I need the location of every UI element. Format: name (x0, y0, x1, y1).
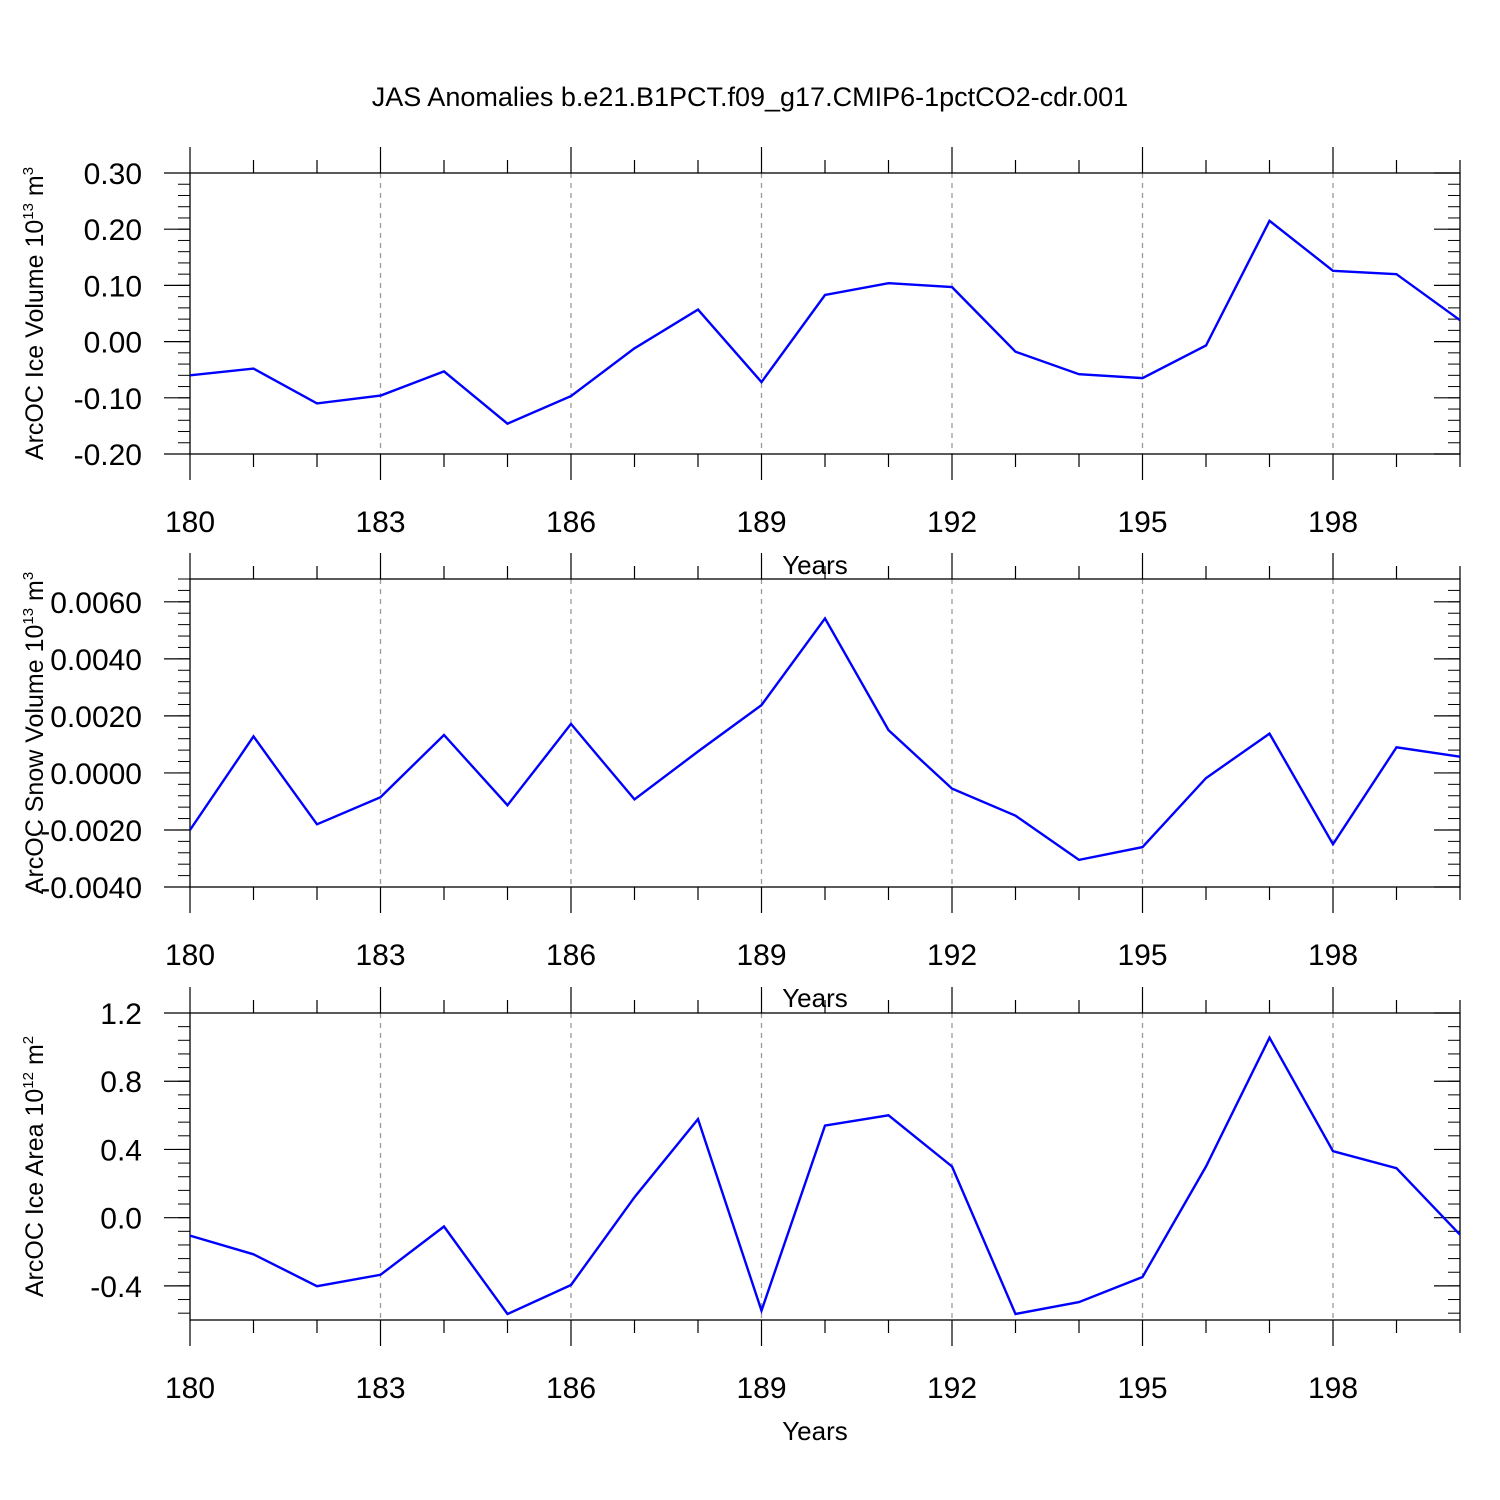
x-tick-label: 198 (1308, 506, 1358, 539)
y-tick-label: 0.0 (100, 1203, 142, 1236)
x-tick-label: 186 (546, 939, 596, 972)
panel-2: -0.0040 -0.0020 0.0000 0.0020 0.0040 0.0060 18… (20, 553, 1461, 1013)
chart-title: JAS Anomalies b.e21.B1PCT.f09_g17.CMIP6-… (372, 82, 1128, 112)
y-axis-label: ArcOC Ice Area 1012 m2 (20, 1036, 49, 1297)
x-tick-label: 195 (1117, 1372, 1167, 1405)
x-tick-label: 189 (736, 939, 786, 972)
y-tick-label: 0.8 (100, 1066, 142, 1099)
x-tick-label: 180 (165, 939, 215, 972)
y-tick-label: 0.0040 (50, 644, 142, 677)
y-tick-label: 0.0020 (50, 701, 142, 734)
series-line (190, 1035, 1460, 1316)
y-tick-label: 0.10 (84, 270, 142, 303)
y-axis-label: ArcOC Ice Volume 1013 m3 (20, 167, 49, 460)
x-tick-label: 198 (1308, 939, 1358, 972)
y-tick-label: -0.20 (74, 439, 142, 472)
x-axis-label: Years (782, 550, 848, 580)
panel-1: -0.20 -0.10 0.00 0.10 0.20 0.30 180 183 186 189 19… (20, 147, 1461, 580)
y-tick-label: -0.4 (90, 1271, 142, 1304)
y-tick-label: 0.00 (84, 327, 142, 360)
y-tick-label: -0.0020 (40, 815, 142, 848)
y-tick-label: 0.30 (84, 158, 142, 191)
x-tick-label: 183 (355, 1372, 405, 1405)
x-tick-label: 183 (355, 506, 405, 539)
y-tick-label: -0.10 (74, 383, 142, 416)
x-tick-label: 189 (736, 506, 786, 539)
series-line (190, 616, 1460, 862)
series-line (190, 218, 1460, 426)
x-tick-label: 180 (165, 506, 215, 539)
x-tick-label: 198 (1308, 1372, 1358, 1405)
y-tick-label: 1.2 (100, 998, 142, 1031)
x-tick-label: 186 (546, 1372, 596, 1405)
y-tick-label: 0.0000 (50, 758, 142, 791)
y-tick-label: 0.0060 (50, 587, 142, 620)
x-axis-label: Years (782, 983, 848, 1013)
y-tick-label: 0.20 (84, 214, 142, 247)
x-tick-label: 189 (736, 1372, 786, 1405)
x-axis-label: Years (782, 1416, 848, 1446)
y-axis-label: ArcOC Snow Volume 1013 m3 (20, 572, 49, 894)
y-tick-label: 0.4 (100, 1134, 142, 1167)
x-tick-label: 195 (1117, 506, 1167, 539)
x-tick-label: 186 (546, 506, 596, 539)
x-tick-label: 192 (927, 939, 977, 972)
x-tick-label: 195 (1117, 939, 1167, 972)
panels: -0.20 -0.10 0.00 0.10 0.20 0.30 180 183 186 189 19… (20, 147, 1461, 1446)
panel-3: -0.4 0.0 0.4 0.8 1.2 180 183 186 189 192 195 198 Yea… (20, 987, 1461, 1446)
x-tick-label: 180 (165, 1372, 215, 1405)
x-tick-label: 192 (927, 506, 977, 539)
y-tick-label: -0.0040 (40, 872, 142, 905)
x-tick-label: 192 (927, 1372, 977, 1405)
x-tick-label: 183 (355, 939, 405, 972)
